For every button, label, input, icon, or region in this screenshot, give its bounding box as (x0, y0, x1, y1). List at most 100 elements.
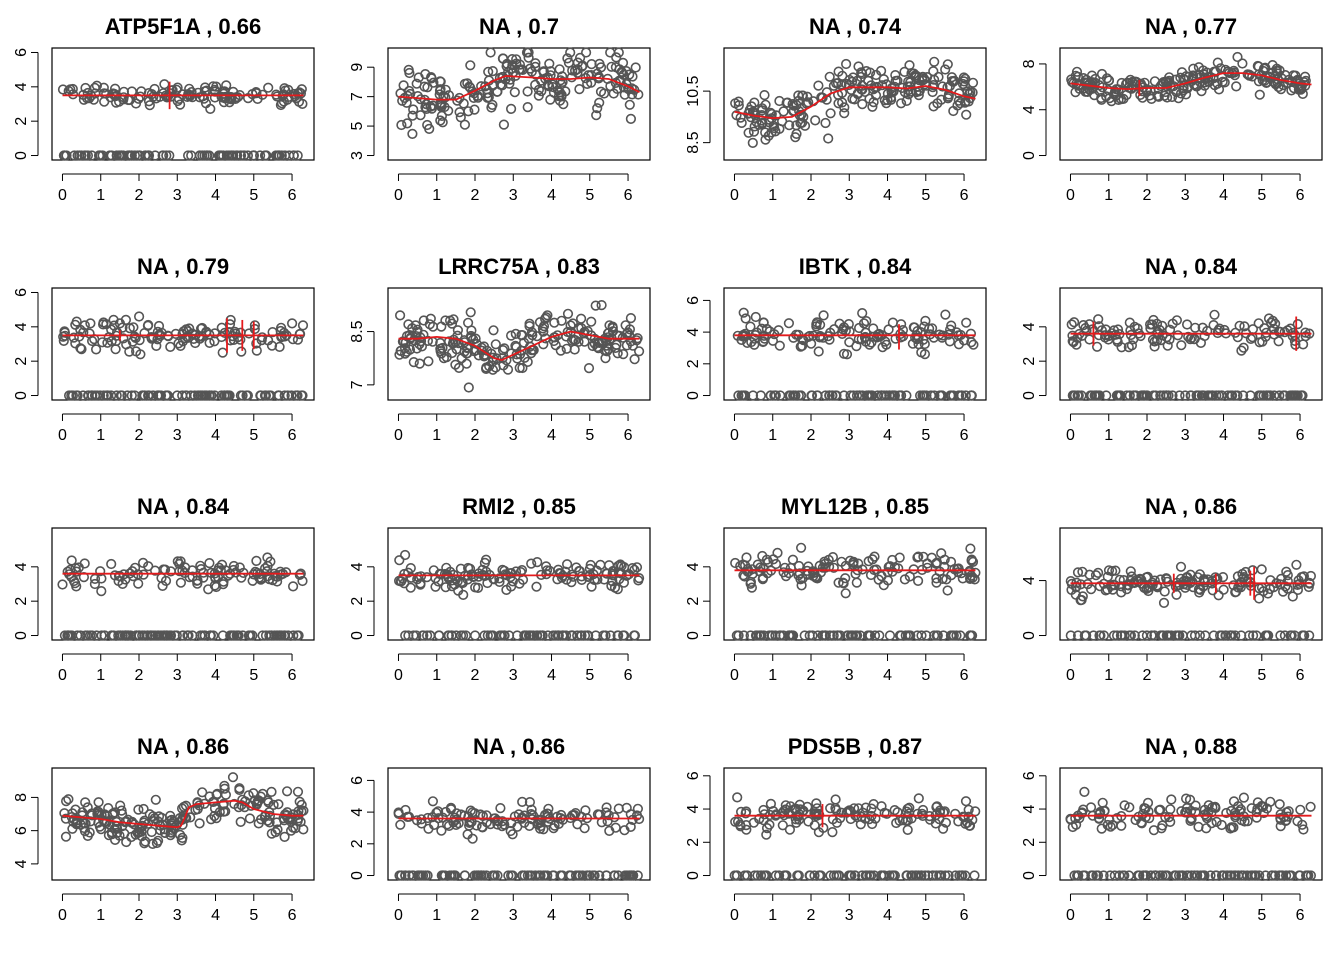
data-point (1185, 334, 1196, 345)
data-point (263, 82, 274, 93)
data-point (1304, 630, 1315, 641)
data-point (422, 630, 433, 641)
data-point (422, 119, 433, 131)
data-point (101, 817, 112, 829)
data-point (425, 313, 436, 324)
data-point (785, 562, 796, 574)
data-point (1270, 70, 1281, 82)
x-tick-label: 4 (547, 907, 556, 924)
data-point (1296, 571, 1307, 583)
data-point (1068, 317, 1080, 328)
data-point (1141, 870, 1152, 881)
data-point (956, 567, 967, 579)
data-point (417, 630, 428, 641)
data-point (1251, 812, 1262, 823)
data-point (1252, 803, 1263, 814)
data-point (93, 150, 105, 161)
data-point (1292, 319, 1303, 330)
data-point (445, 315, 456, 326)
data-point (283, 630, 294, 641)
points (57, 552, 308, 641)
data-point (498, 119, 510, 130)
x-tick-label: 6 (624, 667, 633, 684)
y-tick-label: 6 (13, 288, 30, 297)
data-point (746, 336, 757, 348)
data-point (71, 316, 82, 327)
data-point (451, 630, 462, 641)
data-point (823, 133, 834, 144)
data-point (945, 556, 957, 568)
data-point (411, 331, 422, 342)
data-point (197, 787, 208, 798)
data-point (1217, 870, 1228, 881)
data-point (418, 870, 429, 881)
data-point (1193, 62, 1204, 73)
data-point (932, 630, 943, 641)
data-point (1297, 819, 1308, 830)
panel-title: PDS5B , 0.87 (788, 734, 923, 759)
data-point (918, 551, 929, 562)
data-point (1171, 315, 1182, 326)
data-point (426, 73, 437, 84)
data-point (1190, 322, 1201, 333)
panel-title: NA , 0.86 (473, 734, 565, 759)
data-point (813, 346, 824, 357)
data-point (221, 150, 232, 161)
data-point (861, 870, 873, 881)
data-point (1294, 870, 1306, 881)
data-point (1280, 870, 1292, 881)
data-point (461, 358, 472, 369)
data-point (948, 630, 959, 641)
data-point (89, 578, 100, 590)
data-point (921, 630, 932, 641)
data-point (415, 579, 426, 590)
data-point (542, 870, 553, 881)
data-point (1093, 314, 1104, 325)
y-tick-label: 0 (1021, 151, 1038, 160)
data-point (127, 566, 138, 577)
data-point (287, 318, 298, 329)
data-point (439, 568, 451, 580)
data-point (245, 630, 256, 641)
x-tick-label: 5 (249, 187, 258, 204)
data-point (459, 78, 471, 89)
x-tick-label: 1 (768, 907, 777, 924)
data-point (264, 817, 275, 828)
data-point (1188, 63, 1199, 74)
data-point (747, 137, 758, 148)
x-tick-label: 4 (211, 427, 220, 444)
x-tick-label: 0 (394, 187, 403, 204)
y-tick-label: 2 (685, 838, 702, 847)
data-point (522, 86, 533, 97)
fit-line (398, 330, 640, 361)
data-point (631, 562, 643, 573)
data-point (62, 630, 73, 641)
data-point (961, 109, 972, 120)
data-point (556, 89, 567, 100)
data-point (957, 870, 968, 881)
data-point (453, 362, 465, 374)
data-point (248, 150, 259, 161)
data-point (403, 567, 414, 578)
data-point (268, 799, 279, 811)
data-point (1118, 574, 1129, 586)
data-point (860, 327, 871, 338)
data-point (742, 337, 753, 349)
data-point (1245, 870, 1257, 881)
data-point (487, 65, 498, 77)
y-tick-label: 2 (349, 597, 366, 606)
data-point (1265, 317, 1277, 328)
data-point (928, 332, 939, 343)
panel-8: NA , 0.84 0 1 2 3 4 5 6 0 2 4 (1021, 254, 1323, 444)
data-point (904, 802, 915, 813)
data-point (598, 630, 609, 641)
data-point (1151, 318, 1163, 329)
data-point (965, 328, 977, 339)
data-point (463, 382, 474, 393)
data-point (851, 577, 862, 588)
data-point (270, 826, 281, 838)
data-point (769, 122, 780, 134)
points (393, 796, 645, 881)
data-point (297, 320, 309, 331)
